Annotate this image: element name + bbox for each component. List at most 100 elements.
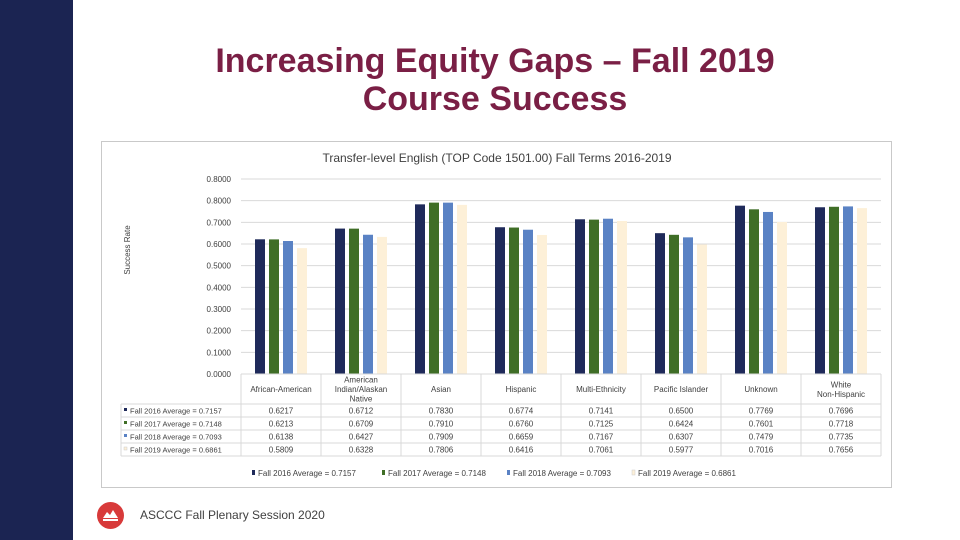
bar [777, 221, 787, 374]
legend-key-swatch [124, 421, 127, 424]
bar [575, 219, 585, 374]
category-label: White Non-Hispanic [817, 380, 865, 399]
logo-mark-icon [103, 510, 118, 521]
data-value-label: 0.6774 [509, 407, 534, 416]
bar [523, 229, 533, 374]
data-value-label: 0.7910 [429, 420, 454, 429]
footer-text: ASCCC Fall Plenary Session 2020 [140, 508, 325, 522]
bar [443, 202, 453, 374]
data-value-label: 0.7479 [749, 433, 774, 442]
data-value-label: 0.6427 [349, 433, 374, 442]
data-value-label: 0.7718 [829, 420, 854, 429]
bar [829, 206, 839, 374]
data-value-label: 0.6416 [509, 446, 534, 455]
category-label: Asian [431, 385, 451, 394]
y-tick-label: 0.5000 [207, 262, 232, 271]
asccc-logo-icon [97, 502, 124, 529]
bar [815, 207, 825, 374]
bar [735, 205, 745, 374]
data-value-label: 0.6213 [269, 420, 294, 429]
y-tick-label: 0.0000 [207, 370, 232, 379]
legend-swatch [252, 470, 255, 475]
data-value-label: 0.7601 [749, 420, 774, 429]
legend-key-swatch [124, 408, 127, 411]
category-label: Multi-Ethnicity [576, 385, 626, 394]
legend-label: Fall 2019 Average = 0.6861 [638, 469, 736, 478]
y-tick-label: 0.7000 [207, 218, 232, 227]
data-value-label: 0.6500 [669, 407, 694, 416]
gridlines [241, 178, 881, 375]
data-value-label: 0.7656 [829, 446, 854, 455]
table-series-name: Fall 2019 Average = 0.6861 [130, 446, 222, 455]
bar [509, 227, 519, 374]
legend-key-swatch [124, 434, 127, 437]
data-value-label: 0.7016 [749, 446, 774, 455]
y-tick-label: 0.8000 [207, 197, 232, 206]
bar [495, 227, 505, 374]
y-tick-label: 0.8000 [207, 175, 232, 184]
data-value-label: 0.7061 [589, 446, 614, 455]
data-value-label: 0.7141 [589, 407, 614, 416]
bar [697, 244, 707, 374]
category-label: American Indian/Alaskan Native [335, 376, 387, 404]
table-series-name: Fall 2016 Average = 0.7157 [130, 407, 222, 416]
bar [655, 233, 665, 374]
data-value-label: 0.7167 [589, 433, 614, 442]
data-value-label: 0.6712 [349, 407, 374, 416]
legend-swatch [631, 469, 636, 476]
bars [255, 202, 867, 374]
bar [603, 218, 613, 374]
sidebar-band [0, 0, 73, 540]
bar [749, 209, 759, 374]
bar [457, 204, 467, 374]
bar [843, 206, 853, 374]
bar [377, 236, 387, 374]
bar [283, 241, 293, 374]
legend-label: Fall 2017 Average = 0.7148 [388, 469, 486, 478]
category-label: Unknown [744, 385, 777, 394]
legend: Fall 2016 Average = 0.7157 Fall 2017 Aver… [252, 469, 736, 478]
data-value-label: 0.7735 [829, 433, 854, 442]
y-tick-label: 0.4000 [207, 283, 232, 292]
bar [335, 228, 345, 374]
data-value-label: 0.5977 [669, 446, 694, 455]
bar [349, 228, 359, 374]
table-series-name: Fall 2017 Average = 0.7148 [130, 420, 222, 429]
y-tick-label: 0.1000 [207, 348, 232, 357]
data-table: African-American American Indian/Alaskan Na… [120, 373, 882, 457]
bar [589, 219, 599, 374]
data-value-label: 0.7696 [829, 407, 854, 416]
legend-label: Fall 2018 Average = 0.7093 [513, 469, 611, 478]
legend-swatch [382, 470, 385, 475]
y-tick-labels: 0.0000 0.1000 0.2000 0.3000 0.4000 0.5000 0.60… [207, 175, 232, 379]
bar [297, 248, 307, 374]
bar [363, 234, 373, 374]
slide-title: Increasing Equity Gaps – Fall 2019 Cours… [100, 42, 890, 118]
y-axis-label: Success Rate [123, 225, 132, 275]
bar [857, 208, 867, 374]
data-value-label: 0.6760 [509, 420, 534, 429]
data-value-label: 0.7125 [589, 420, 614, 429]
data-value-label: 0.7830 [429, 407, 454, 416]
y-tick-label: 0.3000 [207, 305, 232, 314]
data-value-label: 0.6328 [349, 446, 374, 455]
data-value-label: 0.6659 [509, 433, 534, 442]
chart-title: Transfer-level English (TOP Code 1501.00… [322, 151, 671, 165]
data-value-label: 0.6709 [349, 420, 374, 429]
bar [617, 221, 627, 374]
slide-title-line2: Course Success [362, 80, 628, 118]
bar [429, 202, 439, 374]
data-value-label: 0.6217 [269, 407, 294, 416]
category-label: Hispanic [506, 385, 537, 394]
data-value-label: 0.7769 [749, 407, 774, 416]
data-value-label: 0.7806 [429, 446, 454, 455]
legend-key-swatch [123, 446, 128, 451]
data-value-label: 0.5809 [269, 446, 294, 455]
success-rate-bar-chart: Transfer-level English (TOP Code 1501.00… [120, 151, 882, 478]
chart-container: Transfer-level English (TOP Code 1501.00… [101, 141, 892, 488]
bar [537, 234, 547, 374]
category-label: African-American [250, 385, 311, 394]
legend-label: Fall 2016 Average = 0.7157 [258, 469, 356, 478]
data-value-label: 0.7909 [429, 433, 454, 442]
bar [763, 211, 773, 374]
